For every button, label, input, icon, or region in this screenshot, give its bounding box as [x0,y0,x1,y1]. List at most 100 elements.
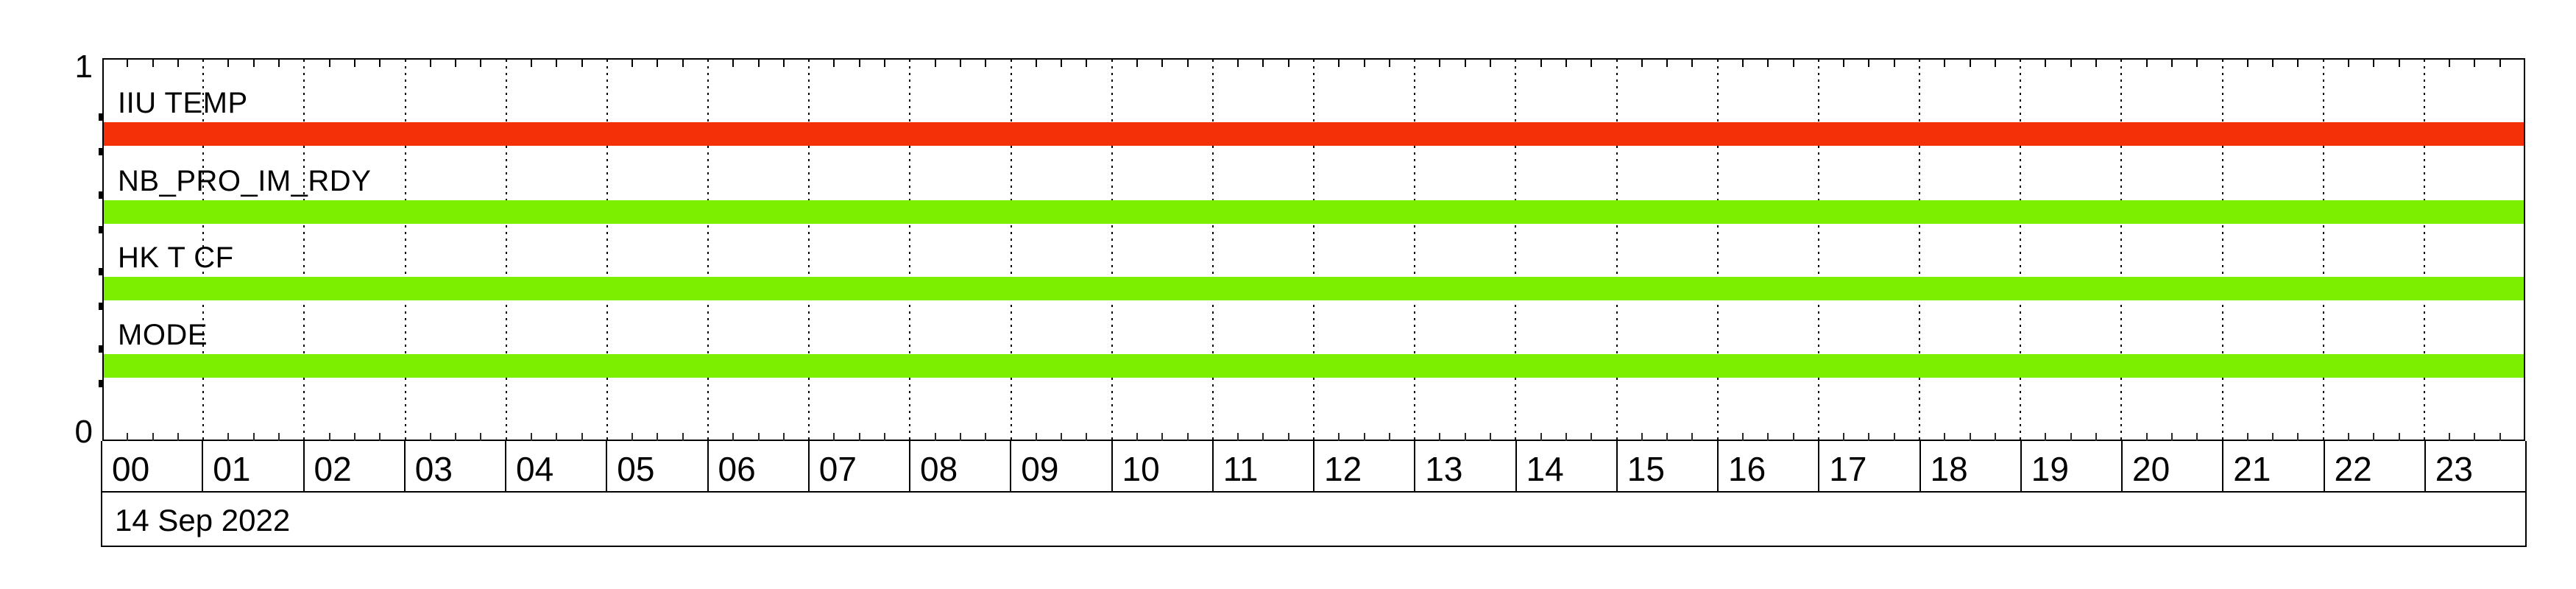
hour-cell: 05 [607,441,709,491]
quarter-tick-top [1439,60,1441,67]
quarter-tick-top [1540,60,1542,67]
quarter-tick-bottom [1994,433,1996,441]
quarter-tick-top [152,60,154,67]
quarter-tick-bottom [732,433,735,441]
hour-gridline [404,60,406,441]
quarter-tick-top [2347,60,2349,67]
quarter-tick-top [252,60,255,67]
hour-gridline [1616,60,1618,441]
quarter-tick-bottom [2297,433,2299,441]
quarter-tick-bottom [1691,433,1694,441]
quarter-tick-bottom [2246,433,2248,441]
band-axis-tick [99,191,102,199]
quarter-tick-bottom [1641,433,1643,441]
quarter-tick-bottom [2196,433,2198,441]
quarter-tick-top [455,60,457,67]
quarter-tick-top [1035,60,1037,67]
quarter-tick-top [429,60,431,67]
hour-cell: 13 [1415,441,1517,491]
quarter-tick-top [480,60,482,67]
band-axis-tick [99,268,102,275]
signal-label: IIU TEMP [118,87,248,119]
hour-cell: 04 [506,441,608,491]
quarter-tick-top [1363,60,1365,67]
signal-status-bar [104,200,2524,224]
y-axis-label-1: 1 [74,49,93,85]
hour-gridline [2020,60,2022,441]
quarter-tick-bottom [757,433,760,441]
hour-cell: 09 [1011,441,1113,491]
signal-label: NB_PRO_IM_RDY [118,165,372,197]
quarter-tick-top [2045,60,2047,67]
hour-gridline [1414,60,1416,441]
quarter-tick-bottom [1540,433,1542,441]
hour-gridline [1716,60,1719,441]
hour-gridline [1313,60,1314,441]
quarter-tick-bottom [1262,433,1264,441]
hour-gridline [1515,60,1517,441]
hour-gridline [303,60,305,441]
hour-gridline [2221,60,2223,441]
quarter-tick-top [1086,60,1088,67]
hour-cell: 21 [2223,441,2325,491]
hour-cell: 01 [203,441,305,491]
quarter-tick-top [1590,60,1593,67]
quarter-tick-top [2398,60,2400,67]
quarter-tick-bottom [2170,433,2173,441]
quarter-tick-top [1969,60,1971,67]
hour-gridline [1111,60,1113,441]
quarter-tick-top [2499,60,2501,67]
hour-gridline [1817,60,1819,441]
quarter-tick-bottom [1136,433,1138,441]
quarter-tick-bottom [530,433,532,441]
quarter-tick-bottom [2272,433,2274,441]
signal-status-bar [104,277,2524,300]
quarter-tick-bottom [1490,433,1492,441]
quarter-tick-top [177,60,179,67]
quarter-tick-top [1338,60,1340,67]
quarter-tick-top [1061,60,1063,67]
quarter-tick-bottom [1061,433,1063,441]
quarter-tick-bottom [1464,433,1466,441]
quarter-tick-bottom [1893,433,1895,441]
hour-cell: 02 [305,441,406,491]
quarter-tick-bottom [2347,433,2349,441]
quarter-tick-top [2170,60,2173,67]
quarter-tick-top [1388,60,1390,67]
quarter-tick-bottom [2070,433,2072,441]
quarter-tick-top [2246,60,2248,67]
quarter-tick-bottom [1944,433,1946,441]
hour-gridline [1919,60,1920,441]
hour-gridline [1010,60,1012,441]
hour-cell: 03 [406,441,506,491]
quarter-tick-bottom [1969,433,1971,441]
quarter-tick-bottom [227,433,230,441]
hour-cell: 15 [1618,441,1719,491]
quarter-tick-bottom [2373,433,2375,441]
quarter-tick-bottom [480,433,482,441]
hour-gridline [505,60,507,441]
quarter-tick-top [328,60,330,67]
quarter-tick-bottom [581,433,583,441]
hour-cell: 23 [2435,450,2473,488]
quarter-tick-bottom [1338,433,1340,441]
quarter-tick-top [379,60,381,67]
quarter-tick-top [757,60,760,67]
quarter-tick-bottom [177,433,179,441]
quarter-tick-bottom [252,433,255,441]
quarter-tick-bottom [1666,433,1669,441]
quarter-tick-bottom [833,433,835,441]
quarter-tick-bottom [1287,433,1289,441]
quarter-tick-bottom [429,433,431,441]
quarter-tick-bottom [1363,433,1365,441]
quarter-tick-bottom [1237,433,1239,441]
quarter-tick-top [682,60,684,67]
quarter-tick-top [657,60,659,67]
quarter-tick-bottom [1868,433,1870,441]
hour-cell: 06 [709,441,810,491]
quarter-tick-bottom [782,433,785,441]
hour-gridline [707,60,709,441]
quarter-tick-top [2449,60,2451,67]
quarter-tick-top [782,60,785,67]
hour-gridline [2423,60,2425,441]
